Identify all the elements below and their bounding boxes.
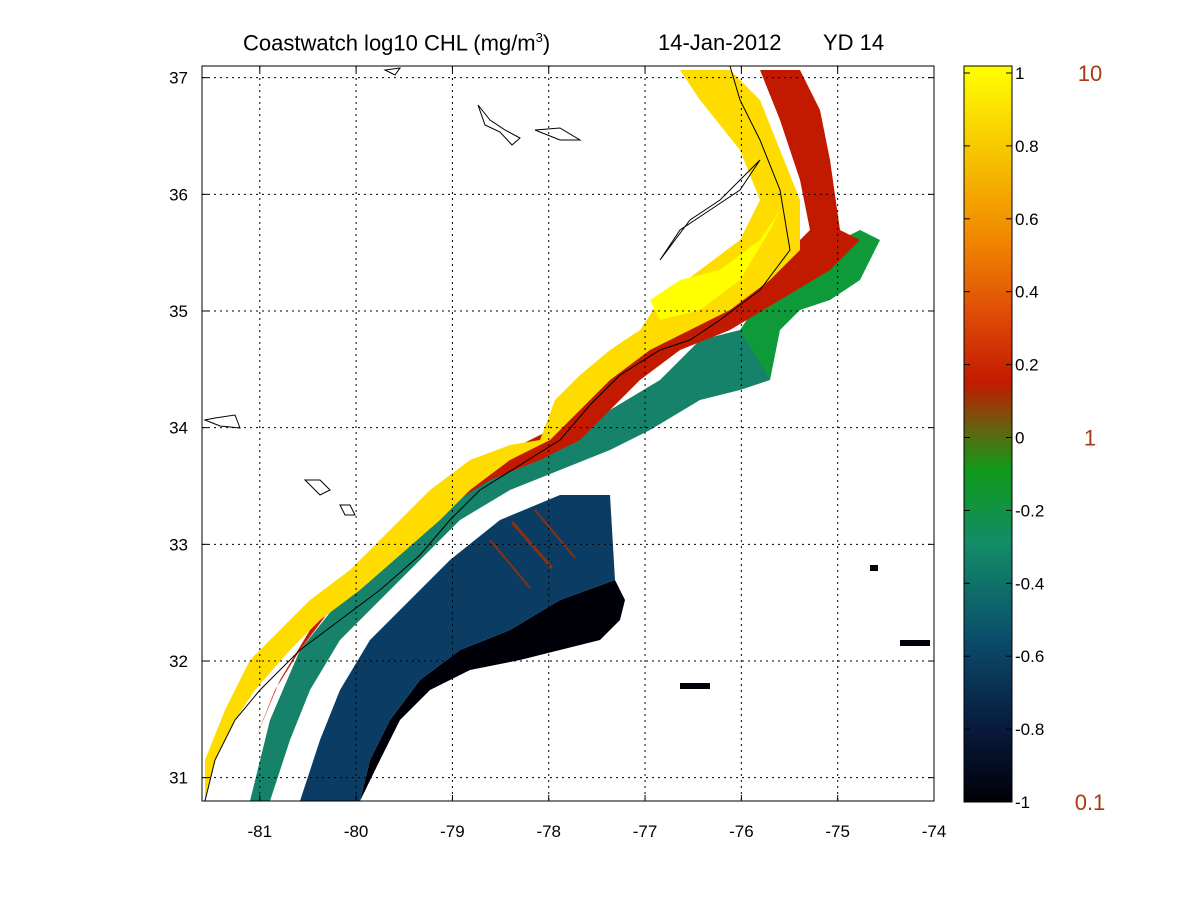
colorbar [963, 65, 1013, 803]
lon-tick-label: -75 [825, 822, 850, 841]
lat-tick-label: 34 [169, 419, 188, 438]
colorbar-tick-label: 0.6 [1015, 210, 1039, 229]
lon-tick-label: -77 [633, 822, 658, 841]
plot-frame [201, 65, 935, 802]
lat-tick-label: 37 [169, 69, 188, 88]
sound-yellow [650, 210, 780, 320]
colorbar-tick-label: 0.2 [1015, 356, 1039, 375]
coastline [203, 65, 791, 802]
lon-tick-label: -80 [344, 822, 369, 841]
colorbar-tick-label: -0.6 [1015, 647, 1044, 666]
teal-band [250, 330, 770, 801]
lat-tick-label: 33 [169, 535, 188, 554]
colorbar-tick-label: 0 [1015, 429, 1024, 448]
chl-field [205, 70, 930, 801]
lon-tick-label: -78 [536, 822, 561, 841]
colorbar-linear-label: 0.1 [1075, 790, 1106, 815]
colorbar-tick-label: 1 [1015, 64, 1024, 83]
title-date: 14-Jan-2012 [658, 30, 782, 55]
lon-tick-label: -76 [729, 822, 754, 841]
colorbar-tick-label: 0.8 [1015, 137, 1039, 156]
colorbar-tick-label: -1 [1015, 793, 1030, 812]
lon-tick-label: -81 [248, 822, 273, 841]
title-main: Coastwatch log10 CHL (mg/m3) [243, 30, 551, 56]
lon-tick-label: -79 [440, 822, 465, 841]
blue-shelf [300, 495, 615, 801]
colorbar-tick-label: -0.4 [1015, 574, 1044, 593]
lat-tick-label: 36 [169, 185, 188, 204]
colorbar-linear-label: 10 [1078, 61, 1102, 86]
green-band [740, 230, 880, 380]
lon-tick-label: -74 [922, 822, 947, 841]
lat-tick-label: 31 [169, 769, 188, 788]
coastal-yellow [205, 70, 800, 801]
title-yearday: YD 14 [823, 30, 885, 55]
colorbar-linear-label: 1 [1084, 426, 1096, 451]
lat-tick-label: 32 [169, 652, 188, 671]
colorbar-tick-label: -0.2 [1015, 501, 1044, 520]
colorbar-tick-label: -0.8 [1015, 720, 1044, 739]
low-chl-region [360, 580, 625, 801]
lat-tick-label: 35 [169, 302, 188, 321]
colorbar-tick-label: 0.4 [1015, 283, 1039, 302]
